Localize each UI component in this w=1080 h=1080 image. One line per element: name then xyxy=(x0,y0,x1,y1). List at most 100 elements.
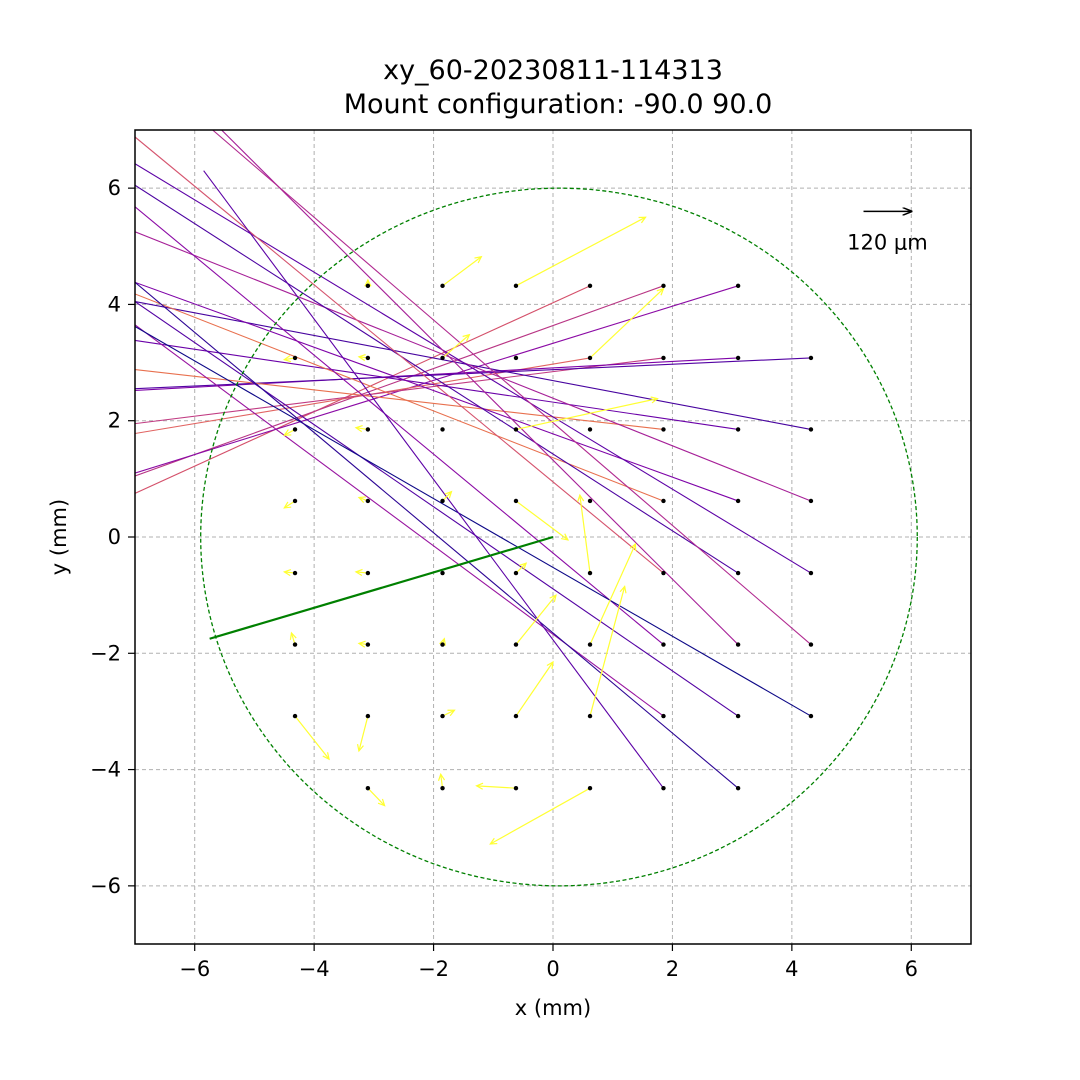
point-55 xyxy=(440,785,445,791)
point-51 xyxy=(661,713,666,719)
long-lines xyxy=(135,130,812,789)
x-tick-label-4: 2 xyxy=(666,957,679,981)
x-tick-label-6: 6 xyxy=(905,957,918,981)
yellow-arrow-28 xyxy=(367,787,386,807)
long-line-15 xyxy=(135,136,664,574)
yellow-arrow-27 xyxy=(589,585,627,717)
point-12 xyxy=(735,355,741,361)
point-38 xyxy=(292,642,298,647)
y-tick-label-2: −2 xyxy=(90,641,121,665)
point-10 xyxy=(587,355,593,361)
circle-group xyxy=(200,187,918,887)
yellow-arrow-2 xyxy=(515,216,647,287)
point-56 xyxy=(513,785,519,791)
long-line-10 xyxy=(135,293,664,502)
long-line-21 xyxy=(135,326,812,717)
x-tick-label-0: −6 xyxy=(179,957,210,981)
point-47 xyxy=(365,713,371,719)
long-line-14 xyxy=(135,163,812,574)
long-line-12 xyxy=(135,231,812,502)
point-14 xyxy=(292,427,298,432)
point-15 xyxy=(365,427,371,432)
point-35 xyxy=(661,570,666,576)
long-line-13 xyxy=(135,184,739,574)
long-line-18 xyxy=(135,206,664,645)
point-28 xyxy=(735,498,741,504)
point-16 xyxy=(440,427,445,432)
long-line-7 xyxy=(135,369,664,430)
point-58 xyxy=(661,785,666,791)
yellow-arrow-23 xyxy=(294,715,330,761)
yellow-arrow-30 xyxy=(475,782,517,790)
yellow-arrow-21 xyxy=(515,594,557,645)
long-line-19 xyxy=(135,324,664,717)
point-9 xyxy=(513,355,519,361)
y-tick-label-6: 6 xyxy=(108,176,121,200)
point-30 xyxy=(292,570,298,576)
point-26 xyxy=(587,498,593,504)
yellow-arrow-5 xyxy=(442,333,471,359)
yellow-arrow-14 xyxy=(577,493,591,574)
points xyxy=(292,283,814,791)
y-tick-label-4: 2 xyxy=(108,409,121,433)
long-line-22 xyxy=(135,281,739,789)
long-line-20 xyxy=(135,301,739,717)
x-tick-label-3: 0 xyxy=(546,957,559,981)
point-40 xyxy=(440,642,445,647)
point-11 xyxy=(661,355,666,361)
point-23 xyxy=(365,498,371,504)
point-13 xyxy=(808,355,814,361)
point-2 xyxy=(513,283,519,289)
y-tick-label-3: 0 xyxy=(108,525,121,549)
point-53 xyxy=(808,713,814,719)
point-57 xyxy=(587,785,593,791)
yellow-arrow-13 xyxy=(515,500,570,541)
point-18 xyxy=(587,427,593,432)
scale-bar: 120 μm xyxy=(847,211,928,254)
x-tick-label-1: −4 xyxy=(299,957,330,981)
point-25 xyxy=(513,498,519,504)
point-22 xyxy=(292,498,298,504)
long-line-0 xyxy=(135,285,591,494)
point-24 xyxy=(440,498,445,504)
point-3 xyxy=(587,283,593,289)
point-36 xyxy=(735,570,741,576)
point-48 xyxy=(440,713,445,719)
y-axis-label: y (mm) xyxy=(47,499,71,575)
point-0 xyxy=(365,283,371,289)
long-line-6 xyxy=(135,357,811,390)
main-vector xyxy=(209,535,554,640)
point-7 xyxy=(365,355,371,361)
yellow-arrow-17 xyxy=(515,562,528,574)
point-21 xyxy=(808,427,814,432)
point-43 xyxy=(661,642,666,647)
point-33 xyxy=(513,570,519,576)
chart-subtitle: Mount configuration: -90.0 90.0 xyxy=(344,89,773,120)
long-line-16 xyxy=(221,130,739,645)
y-tick-label-5: 4 xyxy=(108,292,121,316)
point-41 xyxy=(513,642,519,647)
point-4 xyxy=(661,283,666,289)
point-46 xyxy=(292,713,298,719)
yellow-arrow-6 xyxy=(589,287,665,359)
yellow-arrow-1 xyxy=(442,255,483,287)
point-37 xyxy=(808,570,814,576)
scale-bar-label: 120 μm xyxy=(847,230,928,254)
long-line-17 xyxy=(212,130,812,645)
y-tick-label-1: −4 xyxy=(90,758,121,782)
point-29 xyxy=(808,498,814,504)
x-tick-label-5: 4 xyxy=(785,957,798,981)
point-39 xyxy=(365,642,371,647)
point-6 xyxy=(292,355,298,361)
point-54 xyxy=(365,785,371,791)
reference-circle xyxy=(200,187,918,887)
point-49 xyxy=(513,713,519,719)
axis-ticks: −6 −4 −2 0 2 4 6 −6 −4 −2 0 2 4 6 xyxy=(90,176,918,981)
point-1 xyxy=(440,283,445,289)
point-34 xyxy=(587,570,593,576)
point-32 xyxy=(440,570,445,576)
point-5 xyxy=(735,283,741,289)
yellow-arrow-29 xyxy=(437,772,446,789)
chart-title: xy_60-20230811-114313 xyxy=(383,55,723,86)
